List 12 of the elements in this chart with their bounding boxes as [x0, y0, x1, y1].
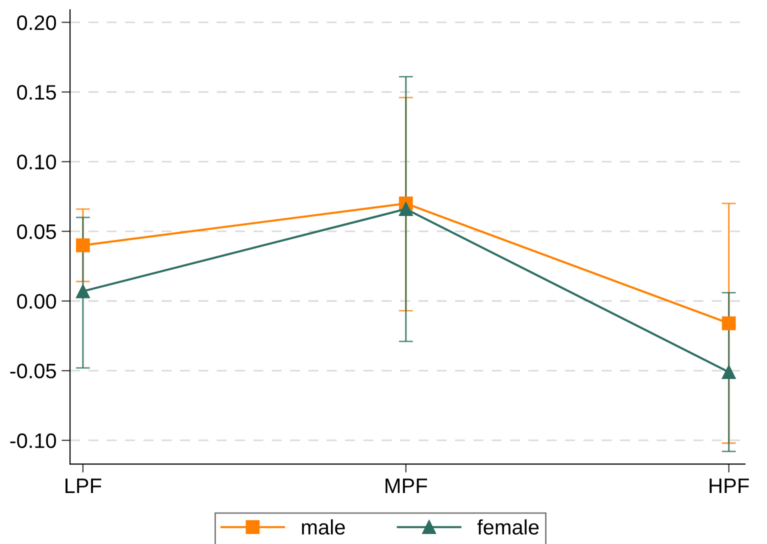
- legend-label: male: [302, 519, 345, 535]
- x-tick-label: LPF: [66, 478, 102, 494]
- x-tick-label: MPF: [386, 478, 428, 494]
- y-tick-label: 0.20: [17, 15, 56, 30]
- y-tick-label: -0.05: [10, 364, 56, 378]
- legend-label: female: [477, 519, 539, 535]
- y-tick-label: -0.10: [10, 433, 56, 448]
- y-tick-label: 0.15: [17, 85, 56, 100]
- y-tick-label: 0.10: [17, 154, 56, 170]
- x-tick-label: HPF: [710, 478, 749, 494]
- y-tick-label: 0.05: [17, 224, 56, 240]
- y-tick-label: 0.00: [17, 294, 56, 309]
